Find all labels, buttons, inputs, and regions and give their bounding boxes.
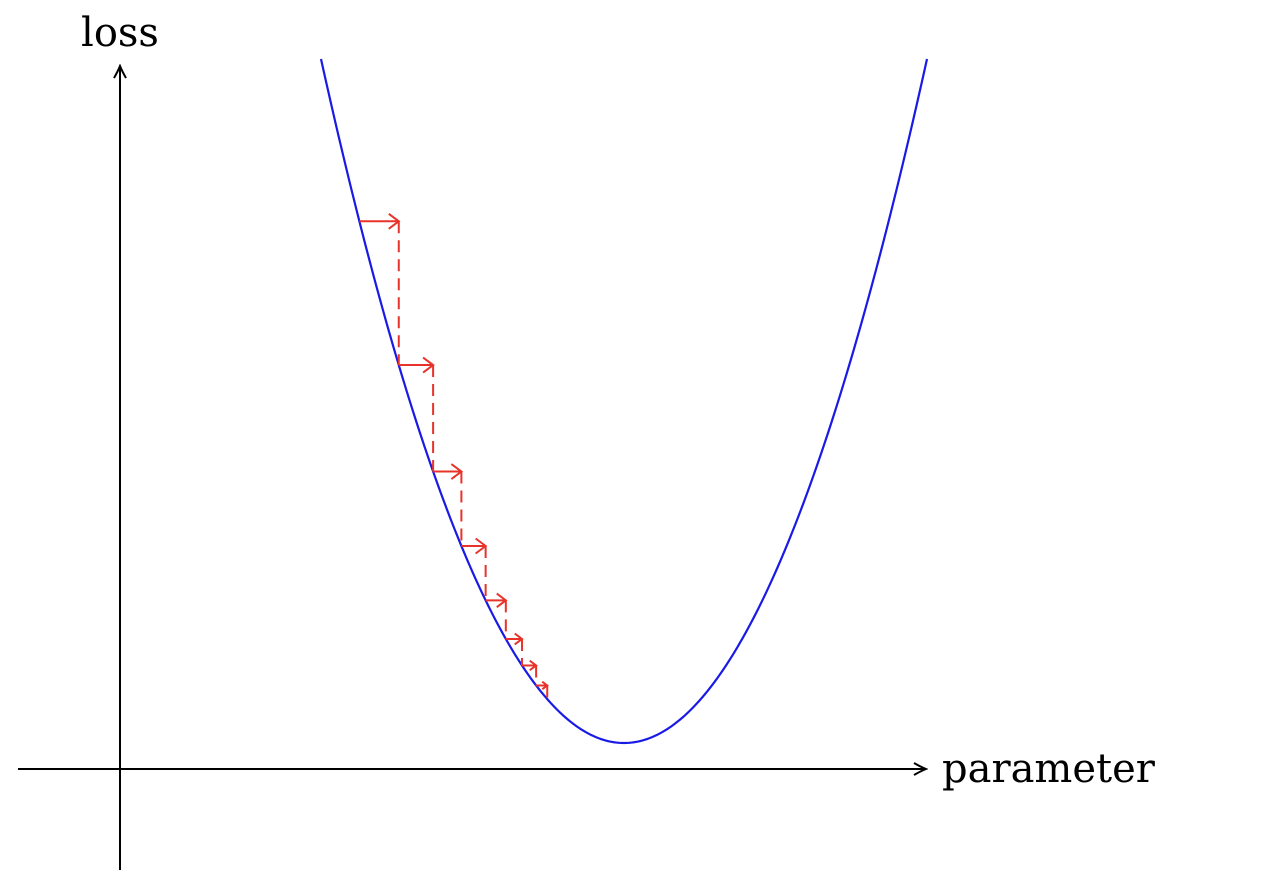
- gradient-step: [505, 632, 524, 666]
- loss-curve: [319, 58, 929, 745]
- axes: parameter loss: [18, 10, 1156, 870]
- step-arrowhead: [450, 463, 464, 480]
- gradient-step: [461, 537, 488, 601]
- gradient-step: [359, 213, 401, 366]
- gradient-step: [536, 680, 549, 700]
- gradient-steps: [359, 213, 549, 700]
- y-axis-label: loss: [81, 10, 159, 56]
- gradient-step: [433, 463, 464, 547]
- gradient-step: [398, 356, 435, 472]
- gradient-step: [521, 659, 538, 686]
- x-axis-label: parameter: [942, 746, 1156, 792]
- gradient-step: [485, 592, 508, 639]
- step-arrowhead: [475, 537, 488, 555]
- step-arrowhead: [529, 659, 538, 672]
